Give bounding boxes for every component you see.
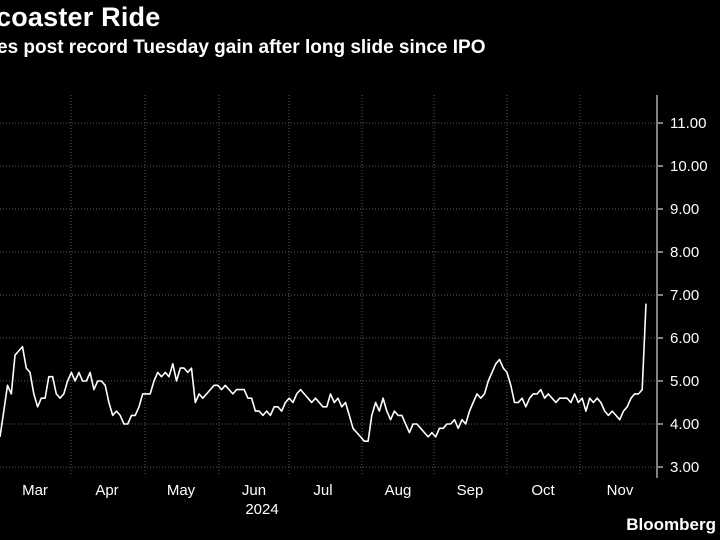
y-tick-label: 7.00: [670, 287, 699, 304]
x-year-label: 2024: [245, 501, 278, 518]
y-tick-label: 9.00: [670, 201, 699, 218]
x-tick-label: Nov: [607, 482, 634, 499]
y-tick-label: 3.00: [670, 459, 699, 476]
x-tick-label: Apr: [95, 482, 118, 499]
chart-subtitle: es post record Tuesday gain after long s…: [0, 37, 486, 58]
x-tick-label: May: [167, 482, 196, 499]
x-tick-label: Oct: [531, 482, 555, 499]
source-label: Bloomberg: [626, 515, 716, 534]
x-tick-label: Sep: [457, 482, 484, 499]
chart-title: coaster Ride: [0, 2, 161, 32]
x-tick-label: Jul: [313, 482, 332, 499]
x-tick-label: Mar: [22, 482, 48, 499]
y-tick-label: 11.00: [670, 115, 706, 132]
y-tick-label: 8.00: [670, 244, 699, 261]
y-tick-label: 5.00: [670, 373, 699, 390]
y-tick-label: 4.00: [670, 416, 699, 433]
y-tick-label: 10.00: [670, 158, 708, 175]
x-tick-label: Jun: [242, 482, 266, 499]
series-line: [0, 303, 647, 443]
x-tick-label: Aug: [385, 482, 412, 499]
y-tick-label: 6.00: [670, 330, 699, 347]
